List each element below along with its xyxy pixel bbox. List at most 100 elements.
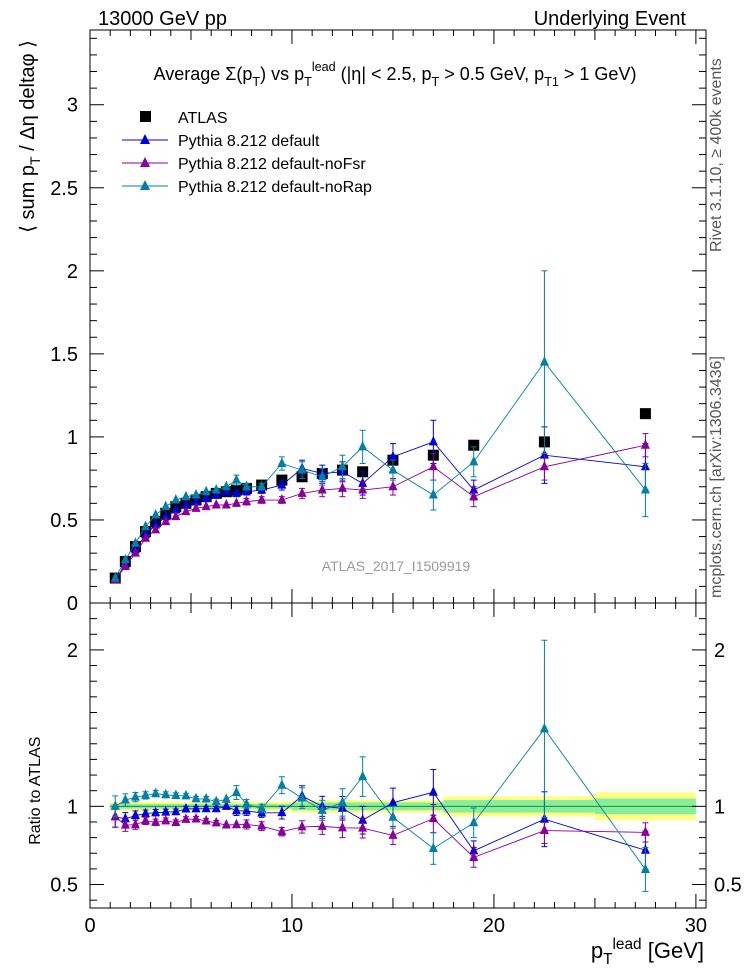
legend-marker-square <box>140 111 151 122</box>
data-point-3 <box>221 480 231 491</box>
data-point-3 <box>640 484 650 494</box>
data-point-atlas <box>468 439 480 451</box>
ratio-point-2 <box>469 851 479 861</box>
ratio-point-2 <box>161 814 171 825</box>
data-point-3 <box>201 485 211 496</box>
data-point-2 <box>201 500 211 511</box>
ratio-point-1 <box>181 802 191 813</box>
ratio-tick-label-right: 2 <box>714 640 725 662</box>
ratio-tick-label-left: 1 <box>67 796 78 818</box>
data-point-2 <box>161 515 171 526</box>
data-point-2 <box>221 499 231 509</box>
data-point-2 <box>231 497 241 507</box>
data-point-1 <box>428 435 438 446</box>
ratio-point-2 <box>242 818 252 828</box>
ratio-point-3 <box>141 789 151 799</box>
data-point-3 <box>388 464 398 474</box>
ratio-point-3 <box>191 792 201 803</box>
ratio-point-3 <box>151 787 161 798</box>
y-tick-label: 2 <box>67 261 78 283</box>
ratio-point-2 <box>221 819 231 829</box>
ratio-line-2 <box>114 816 646 858</box>
data-point-3 <box>469 455 479 466</box>
ratio-point-2 <box>141 814 151 825</box>
data-point-1 <box>277 479 287 489</box>
ratio-point-1 <box>151 806 161 817</box>
ratio-point-2 <box>640 826 650 836</box>
ratio-point-2 <box>358 822 368 832</box>
data-point-3 <box>337 460 347 471</box>
legend-entry-1: Pythia 8.212 default <box>122 133 320 150</box>
data-point-2 <box>640 439 650 449</box>
ratio-point-1 <box>242 804 252 815</box>
data-point-2 <box>211 499 221 509</box>
ratio-point-3 <box>201 793 211 803</box>
legend-marker-triangle <box>140 134 150 144</box>
ratio-plot-frame <box>89 602 707 909</box>
ratio-point-2 <box>181 813 191 823</box>
data-point-1 <box>231 487 241 497</box>
data-point-1 <box>211 489 221 499</box>
ratio-point-1 <box>388 796 398 807</box>
data-point-3 <box>358 440 368 451</box>
ratio-point-3 <box>231 786 241 797</box>
data-point-3 <box>297 464 307 474</box>
ratio-y-axis-label: Ratio to ATLAS <box>27 737 44 845</box>
data-point-2 <box>257 494 267 504</box>
y-axis-label: ⟨ sum pT / Δη deltaφ ⟩ <box>17 40 43 233</box>
ratio-point-1 <box>428 786 438 796</box>
y-tick-label: 0 <box>67 593 78 615</box>
ratio-point-1 <box>171 805 181 816</box>
ratio-tick-label-right: 0.5 <box>714 875 742 897</box>
ratio-point-2 <box>191 812 201 823</box>
ratio-tick-label-left: 2 <box>67 640 78 662</box>
data-point-3 <box>191 489 201 499</box>
ratio-point-1 <box>201 802 211 813</box>
header-right-label: Underlying Event <box>533 8 686 30</box>
ratio-point-2 <box>277 825 287 836</box>
ratio-point-1 <box>141 807 151 818</box>
ratio-tick-label-left: 0.5 <box>50 875 78 897</box>
y-tick-label: 1 <box>67 427 78 449</box>
ratio-tick-label-right: 1 <box>714 796 725 818</box>
ratio-point-3 <box>181 789 191 800</box>
data-point-1 <box>171 503 181 514</box>
data-point-1 <box>191 495 201 506</box>
ratio-point-2 <box>231 818 241 829</box>
y-tick-label: 2.5 <box>50 178 78 200</box>
ratio-point-2 <box>257 820 267 830</box>
data-point-2 <box>428 460 438 471</box>
y-tick-label: 0.5 <box>50 510 78 532</box>
x-tick-label: 10 <box>281 915 303 937</box>
ratio-point-1 <box>221 800 231 810</box>
x-tick-label: 30 <box>685 915 707 937</box>
ratio-point-2 <box>337 821 347 832</box>
ratio-point-2 <box>317 820 327 830</box>
data-point-2 <box>277 494 287 504</box>
data-point-1 <box>181 499 191 509</box>
ratio-point-3 <box>277 779 287 789</box>
ratio-point-1 <box>211 802 221 813</box>
data-point-3 <box>277 457 287 467</box>
data-point-2 <box>317 484 327 494</box>
data-point-3 <box>539 356 549 366</box>
ratio-point-2 <box>539 824 549 835</box>
data-point-3 <box>257 480 267 491</box>
data-point-3 <box>130 537 140 547</box>
legend-marker-triangle <box>140 180 150 190</box>
ratio-point-3 <box>120 794 130 804</box>
legend-entry-3: Pythia 8.212 default-noRap <box>122 179 372 196</box>
data-point-2 <box>469 490 479 501</box>
ratio-point-2 <box>151 816 161 826</box>
series-line-3 <box>114 361 646 579</box>
data-point-3 <box>161 500 171 511</box>
ratio-point-3 <box>130 791 140 801</box>
data-point-3 <box>171 494 181 504</box>
x-tick-label: 0 <box>84 915 95 937</box>
ratio-point-3 <box>171 789 181 800</box>
ratio-point-3 <box>388 811 398 821</box>
data-point-3 <box>110 572 120 582</box>
data-point-2 <box>539 460 549 471</box>
data-point-2 <box>358 484 368 494</box>
ratio-point-3 <box>317 804 327 814</box>
